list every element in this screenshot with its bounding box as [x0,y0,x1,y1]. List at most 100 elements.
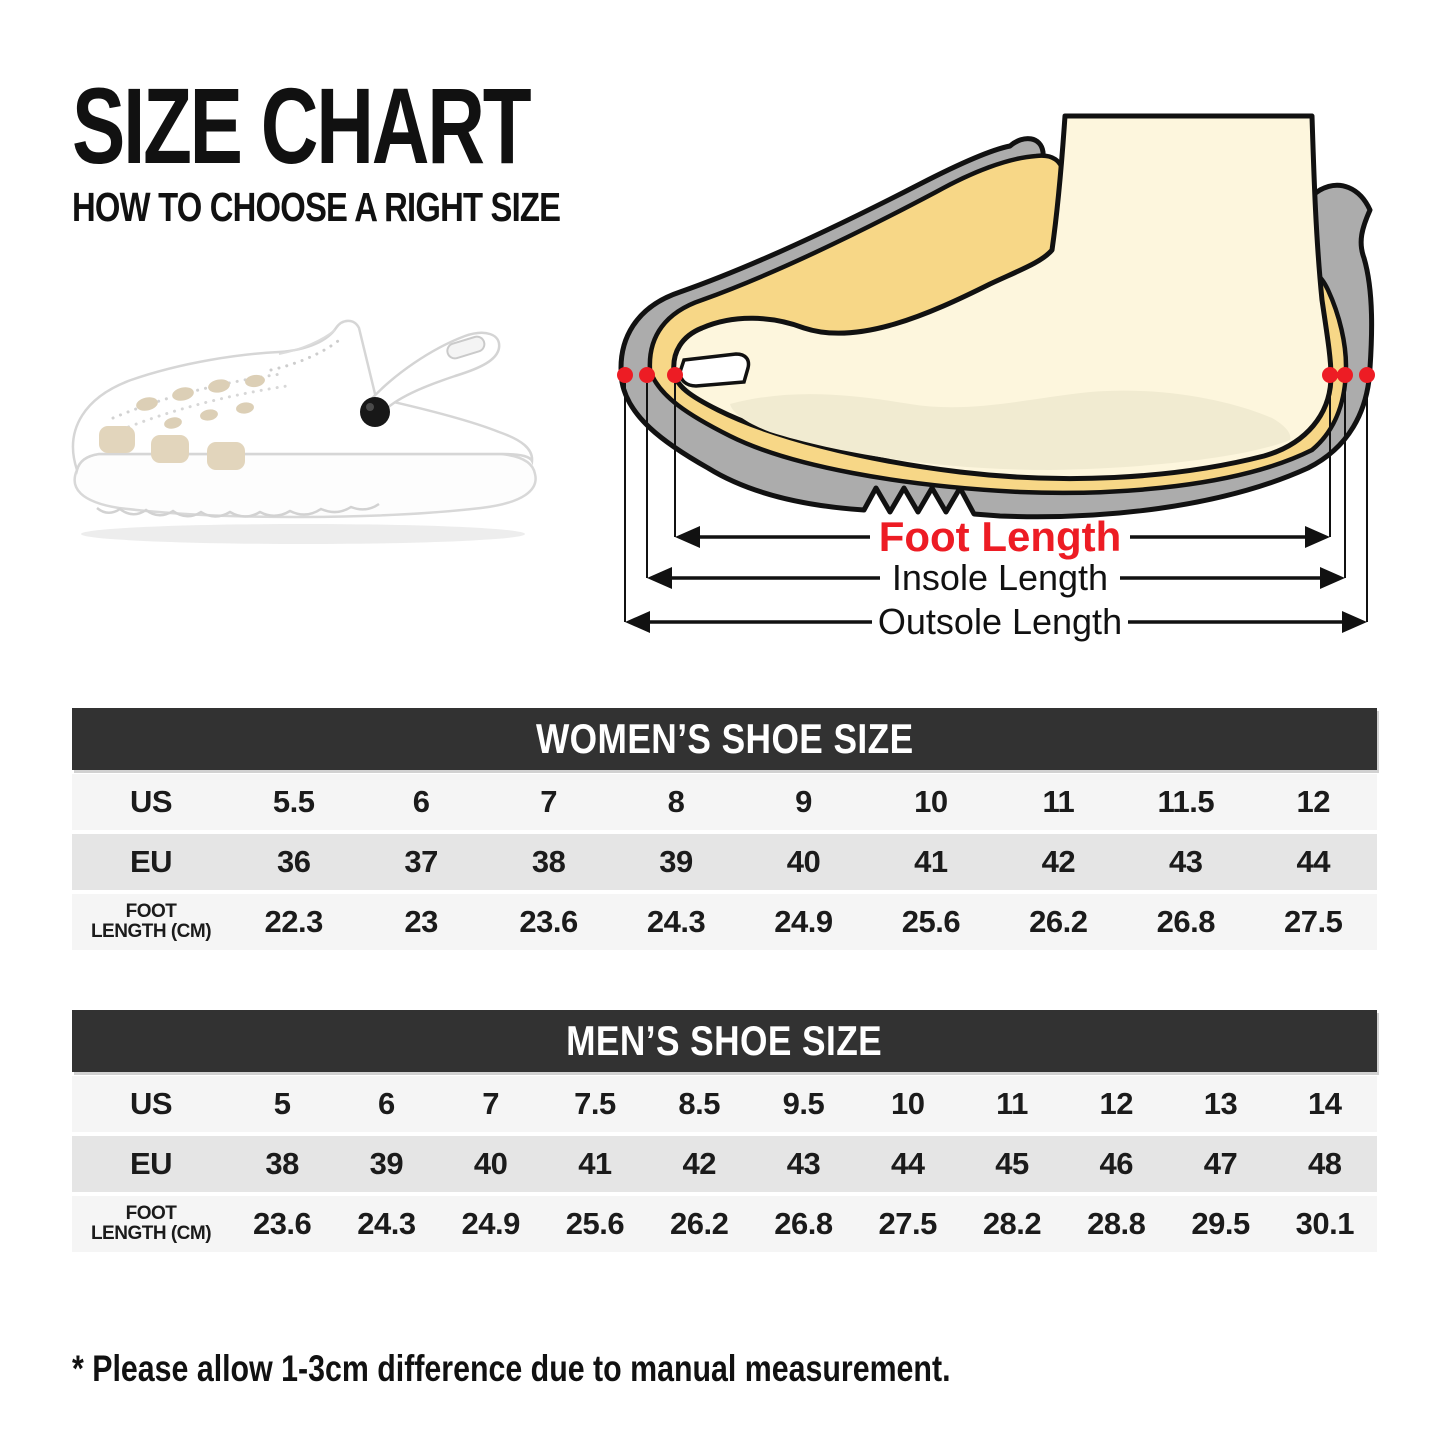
cell: 11 [1042,784,1075,819]
womens-us-row: US 5.5 6 7 8 9 10 11 11.5 12 [72,774,1377,830]
cell: 23 [404,904,438,939]
cell: 26.2 [670,1206,729,1241]
cell: 45 [995,1146,1029,1181]
measurement-footnote: * Please allow 1-3cm difference due to m… [72,1348,1143,1390]
cell: 24.3 [357,1206,416,1241]
title-block: SIZE CHART HOW TO CHOOSE A RIGHT SIZE [72,72,690,231]
mens-table-header: MEN’S SHOE SIZE [72,1010,1377,1072]
cell: 47 [1203,1146,1238,1181]
sole-tread [96,502,380,518]
cell: 44 [890,1146,925,1181]
mens-eu-row: EU 38 39 40 41 42 43 44 45 46 47 48 [72,1136,1377,1192]
cell: 28.8 [1087,1206,1146,1241]
cell: 11 [996,1086,1028,1121]
insole-length-label: Insole Length [892,557,1108,598]
cell: 8.5 [678,1086,720,1121]
cell: 42 [1041,844,1076,879]
toenail [678,352,751,388]
cell: 39 [659,844,693,879]
womens-table-header: WOMEN’S SHOE SIZE [72,708,1377,770]
cell: 9.5 [782,1086,825,1121]
cell: 14 [1308,1086,1342,1121]
cell: 5.5 [272,784,315,819]
cell: 24.9 [461,1206,520,1241]
page-subtitle-text: HOW TO CHOOSE A RIGHT SIZE [72,184,561,230]
rivet-highlight [366,403,374,411]
foot-label-line1: FOOT [125,901,177,923]
dimension-lines [636,535,1356,624]
cell: 13 [1203,1086,1238,1121]
cell: 46 [1099,1146,1134,1181]
mens-table-title: MEN’S SHOE SIZE [566,1017,883,1064]
cell: 41 [914,844,948,879]
measurement-dots [617,367,1375,383]
collar-perforation-dots [269,339,340,372]
cell: 38 [265,1146,299,1181]
cell: 23.6 [252,1206,312,1241]
mens-size-table: MEN’S SHOE SIZE US 5 6 7 7.5 8.5 9.5 10 … [72,1010,1377,1256]
cell: 40 [473,1146,508,1181]
foot-length-label: Foot Length [879,513,1122,560]
row-label-foot-length: FOOT LENGTH (CM) [72,902,230,942]
cell: 38 [531,844,566,879]
page-title-text: SIZE CHART [72,65,532,186]
cell: 30.1 [1295,1206,1355,1241]
womens-eu-row: EU 36 37 38 39 40 41 42 43 44 [72,834,1377,890]
foot-label-line2: LENGTH (CM) [90,1223,212,1244]
clog-product-photo [71,319,537,544]
cell: 24.3 [646,904,706,939]
cell: 12 [1099,1086,1134,1121]
row-label-us: US [129,1086,173,1121]
arrowheads [625,526,1367,633]
clog-sole [73,452,537,519]
cell: 36 [276,844,311,879]
clog-body [71,319,534,475]
foot-shading [730,390,1291,470]
cell: 6 [378,1086,395,1121]
cell: 25.6 [565,1206,625,1241]
row-label-eu: EU [129,1146,173,1181]
cell: 26.8 [1156,904,1216,939]
womens-table-title: WOMEN’S SHOE SIZE [535,715,914,762]
cell: 29.5 [1191,1206,1250,1241]
foot-measurement-diagram: Foot Length Insole Length Outsole Length [617,113,1375,642]
cell: 11.5 [1157,784,1215,819]
cell: 28.2 [982,1206,1042,1241]
womens-footlength-row: FOOT LENGTH (CM) 22.3 23 23.6 24.3 24.9 … [72,894,1377,950]
cell: 9 [795,784,812,819]
strap-rivet-button [360,397,390,427]
cell: 7 [540,784,557,819]
row-label-us: US [129,784,173,819]
cell: 40 [786,844,821,879]
guide-lines [624,383,1368,622]
cell: 22.3 [264,904,324,939]
cell: 24.9 [774,904,833,939]
cell: 43 [786,1146,821,1181]
cell: 12 [1296,784,1330,819]
vent-holes-side [99,426,245,470]
cell: 10 [890,1086,925,1121]
cell: 7.5 [574,1086,616,1121]
vamp-perforation-dots-2 [119,384,289,432]
shoe-shadow [81,524,525,544]
cell: 6 [412,784,430,819]
mens-footlength-row: FOOT LENGTH (CM) 23.6 24.3 24.9 25.6 26.… [72,1196,1377,1252]
cell: 5 [273,1086,291,1121]
cell: 39 [369,1146,404,1181]
page-title: SIZE CHART [72,72,690,180]
foot-label-line1: FOOT [125,1203,177,1225]
cell: 37 [404,844,438,879]
foot-label-line2: LENGTH (CM) [90,921,212,942]
measurement-footnote-text: * Please allow 1-3cm difference due to m… [72,1348,951,1389]
cell: 43 [1169,844,1203,879]
page-subtitle: HOW TO CHOOSE A RIGHT SIZE [72,184,690,231]
mens-us-row: US 5 6 7 7.5 8.5 9.5 10 11 12 13 14 [72,1076,1377,1132]
cell: 23.6 [519,904,578,939]
cell: 42 [682,1146,716,1181]
cell: 41 [578,1146,612,1181]
cell: 26.2 [1029,904,1088,939]
cell: 26.8 [774,1206,833,1241]
cell: 25.6 [901,904,961,939]
collar-edge [278,329,336,355]
